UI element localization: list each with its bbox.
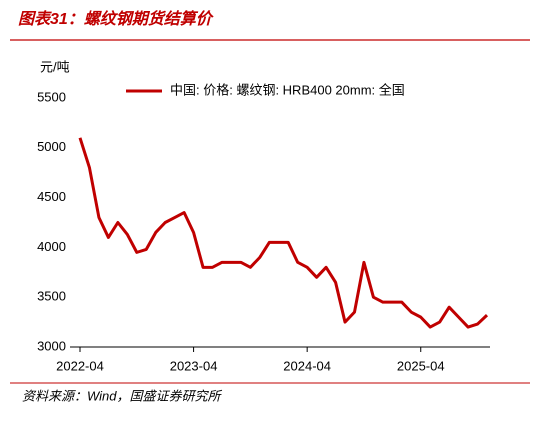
chart-title: 图表31：螺纹钢期货结算价 [18,10,215,28]
x-tick-label: 2025-04 [397,358,445,373]
y-unit: 元/吨 [40,59,70,74]
x-tick-label: 2024-04 [283,358,331,373]
y-tick-label: 3000 [37,338,66,353]
y-tick-label: 3500 [37,289,66,304]
source: 资料来源：Wind，国盛证券研究所 [22,388,223,403]
y-tick-label: 5000 [37,139,66,154]
y-tick-label: 4500 [37,189,66,204]
x-tick-label: 2022-04 [56,358,104,373]
x-tick-label: 2023-04 [170,358,218,373]
y-tick-label: 4000 [37,239,66,254]
y-tick-label: 5500 [37,89,66,104]
legend-label: 中国: 价格: 螺纹钢: HRB400 20mm: 全国 [170,82,405,97]
series-line [78,137,489,329]
